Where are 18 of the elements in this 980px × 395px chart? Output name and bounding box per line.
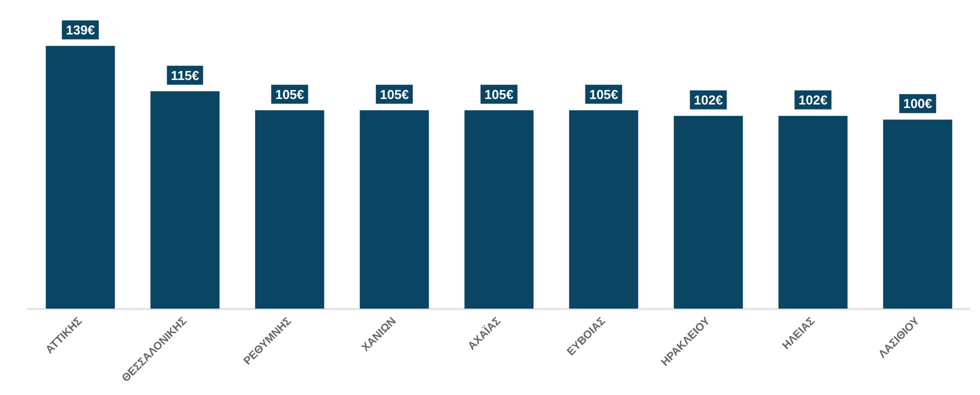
data-label: 139€ xyxy=(66,22,95,38)
data-label: 105€ xyxy=(380,86,409,102)
data-label: 102€ xyxy=(798,92,828,108)
bar xyxy=(255,110,324,309)
data-label: 105€ xyxy=(589,86,618,102)
data-label: 115€ xyxy=(170,68,200,83)
data-label: 105€ xyxy=(484,86,514,102)
bar xyxy=(360,110,429,309)
bar xyxy=(778,116,848,309)
data-label: 102€ xyxy=(694,92,723,108)
bar xyxy=(569,110,638,309)
bar xyxy=(883,120,952,309)
data-label: 100€ xyxy=(903,96,932,112)
data-label: 105€ xyxy=(275,86,304,102)
bar xyxy=(464,110,534,309)
bar xyxy=(46,46,115,309)
bar xyxy=(674,116,743,309)
bar xyxy=(150,91,220,309)
